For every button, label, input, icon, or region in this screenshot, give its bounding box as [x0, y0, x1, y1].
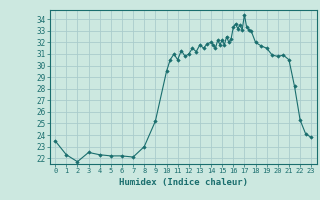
X-axis label: Humidex (Indice chaleur): Humidex (Indice chaleur) [119, 178, 248, 187]
